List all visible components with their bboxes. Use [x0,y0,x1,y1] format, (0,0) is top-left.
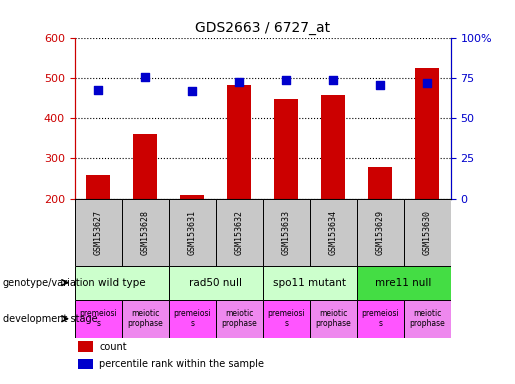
Text: GSM153632: GSM153632 [235,210,244,255]
Text: spo11 mutant: spo11 mutant [273,278,346,288]
Bar [133,134,157,199]
Bar [168,199,216,266]
Point [188,88,196,94]
Text: meiotic
prophase: meiotic prophase [221,309,257,328]
Bar [75,266,168,300]
Bar [75,300,122,338]
Text: meiotic
prophase: meiotic prophase [315,309,351,328]
Point [141,74,149,80]
Text: GSM153629: GSM153629 [375,210,385,255]
Bar [78,341,94,352]
Text: premeiosi
s: premeiosi s [361,309,399,328]
Bar [87,175,110,199]
Point [94,86,102,93]
Text: mre11 null: mre11 null [375,278,432,288]
Bar [368,167,392,199]
Bar [404,300,451,338]
Text: premeiosi
s: premeiosi s [173,309,211,328]
Bar [122,199,168,266]
Bar [356,300,404,338]
Bar [310,300,356,338]
Text: premeiosi
s: premeiosi s [267,309,305,328]
Bar [310,199,356,266]
Bar [228,85,251,199]
Text: GSM153630: GSM153630 [423,210,432,255]
Point [282,77,290,83]
Text: GSM153634: GSM153634 [329,210,338,255]
Point [423,80,431,86]
Text: meiotic
prophase: meiotic prophase [127,309,163,328]
Point [376,82,384,88]
Text: percentile rank within the sample: percentile rank within the sample [99,359,264,369]
Bar [263,266,356,300]
Bar [321,95,345,199]
Text: GSM153627: GSM153627 [94,210,102,255]
Bar [122,300,168,338]
Bar [416,68,439,199]
Bar [75,199,122,266]
Title: GDS2663 / 6727_at: GDS2663 / 6727_at [195,21,330,35]
Text: genotype/variation: genotype/variation [3,278,95,288]
Text: count: count [99,341,127,352]
Bar [78,359,94,369]
Bar [168,266,263,300]
Text: meiotic
prophase: meiotic prophase [409,309,445,328]
Text: rad50 null: rad50 null [189,278,242,288]
Bar [180,195,204,199]
Text: wild type: wild type [98,278,145,288]
Point [329,77,337,83]
Point [235,79,243,85]
Text: GSM153628: GSM153628 [141,210,150,255]
Bar [404,199,451,266]
Bar [356,199,404,266]
Bar [263,300,310,338]
Bar [274,99,298,199]
Bar [356,266,451,300]
Bar [168,300,216,338]
Bar [263,199,310,266]
Text: premeiosi
s: premeiosi s [79,309,117,328]
Bar [216,199,263,266]
Text: GSM153633: GSM153633 [282,210,290,255]
Text: development stage: development stage [3,314,97,324]
Bar [216,300,263,338]
Text: GSM153631: GSM153631 [187,210,197,255]
